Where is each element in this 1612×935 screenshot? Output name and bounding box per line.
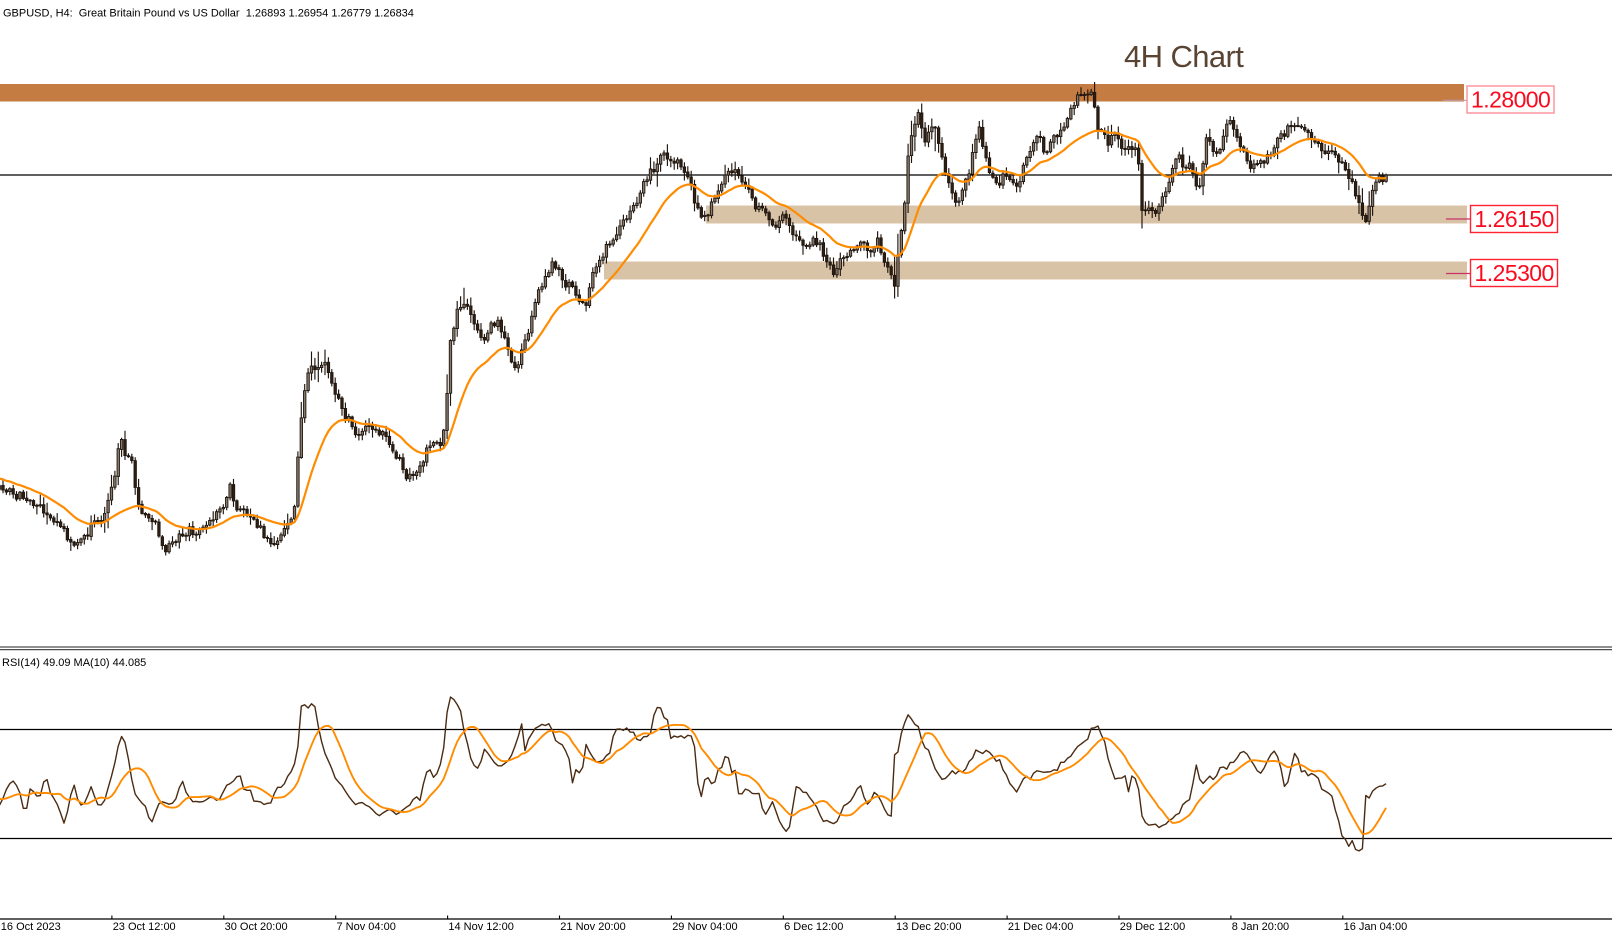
svg-text:14 Nov 12:00: 14 Nov 12:00: [448, 921, 513, 933]
svg-text:1.26150: 1.26150: [1475, 206, 1554, 232]
svg-text:29 Dec 12:00: 29 Dec 12:00: [1120, 921, 1185, 933]
svg-text:16 Jan 04:00: 16 Jan 04:00: [1344, 921, 1408, 933]
svg-text:1.28000: 1.28000: [1471, 87, 1550, 113]
svg-text:GBPUSD, H4: Great Britain Pou: GBPUSD, H4: Great Britain Pound vs US Do…: [3, 8, 414, 20]
svg-text:21 Dec 04:00: 21 Dec 04:00: [1008, 921, 1073, 933]
svg-text:RSI(14) 49.09 MA(10) 44.085: RSI(14) 49.09 MA(10) 44.085: [2, 657, 146, 669]
svg-text:4H Chart: 4H Chart: [1124, 39, 1244, 74]
svg-text:29 Nov 04:00: 29 Nov 04:00: [672, 921, 737, 933]
svg-text:21 Nov 20:00: 21 Nov 20:00: [560, 921, 625, 933]
svg-text:1.25300: 1.25300: [1475, 260, 1554, 286]
svg-text:6 Dec 12:00: 6 Dec 12:00: [784, 921, 843, 933]
svg-text:30 Oct 20:00: 30 Oct 20:00: [225, 921, 288, 933]
svg-text:13 Dec 20:00: 13 Dec 20:00: [896, 921, 961, 933]
svg-text:8 Jan 20:00: 8 Jan 20:00: [1232, 921, 1290, 933]
svg-text:7 Nov 04:00: 7 Nov 04:00: [337, 921, 396, 933]
svg-text:16 Oct 2023: 16 Oct 2023: [1, 921, 61, 933]
svg-text:23 Oct 12:00: 23 Oct 12:00: [113, 921, 176, 933]
